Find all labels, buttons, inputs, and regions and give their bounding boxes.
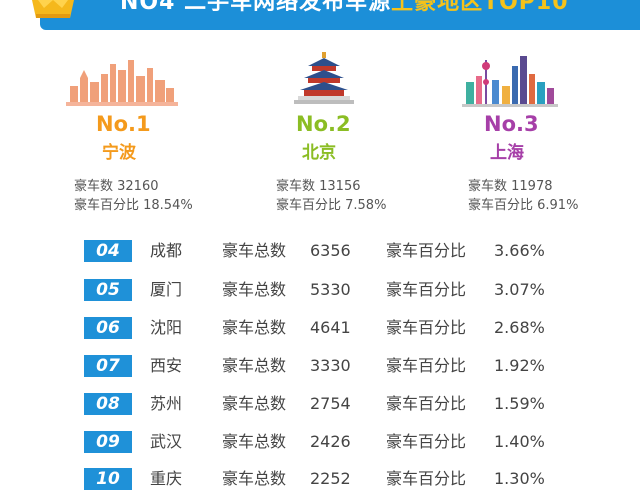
ranking-row: 04 成都 豪车总数 6356 豪车百分比 3.66% — [84, 238, 604, 264]
row-percent-label: 豪车百分比 — [386, 356, 467, 375]
shanghai-skyline-icon — [462, 56, 558, 107]
row-percent-value: 1.40% — [494, 432, 545, 451]
rank-badge: 04 — [84, 240, 132, 262]
rank-3-city: 上海 — [490, 143, 524, 163]
row-total-label: 豪车总数 — [222, 280, 287, 299]
rank-badge: 05 — [84, 279, 132, 301]
row-total-value: 5330 — [310, 280, 351, 299]
row-total-value: 6356 — [310, 241, 351, 260]
ranking-row: 09 武汉 豪车总数 2426 豪车百分比 1.40% — [84, 429, 604, 455]
row-percent-value: 2.68% — [494, 318, 545, 337]
ranking-row: 05 厦门 豪车总数 5330 豪车百分比 3.07% — [84, 277, 604, 303]
row-total-label: 豪车总数 — [222, 318, 287, 337]
crown-icon — [32, 0, 74, 18]
ranking-row: 07 西安 豪车总数 3330 豪车百分比 1.92% — [84, 353, 604, 379]
row-percent-value: 1.59% — [494, 394, 545, 413]
rank-1-count: 豪车数 32160 — [74, 179, 159, 194]
row-percent-label: 豪车百分比 — [386, 241, 467, 260]
row-city: 重庆 — [150, 469, 183, 488]
temple-of-heaven-icon — [294, 52, 354, 104]
row-total-label: 豪车总数 — [222, 469, 287, 488]
rank-1-label: No.1 — [96, 112, 151, 136]
ranking-row: 10 重庆 豪车总数 2252 豪车百分比 1.30% — [84, 466, 604, 492]
row-percent-value: 3.66% — [494, 241, 545, 260]
rank-badge: 07 — [84, 355, 132, 377]
row-percent-value: 1.30% — [494, 469, 545, 488]
row-city: 厦门 — [150, 280, 183, 299]
row-total-label: 豪车总数 — [222, 241, 287, 260]
row-city: 武汉 — [150, 432, 183, 451]
row-percent-label: 豪车百分比 — [386, 432, 467, 451]
row-city: 西安 — [150, 356, 183, 375]
title-banner — [40, 0, 640, 30]
rank-badge: 09 — [84, 431, 132, 453]
row-total-value: 2754 — [310, 394, 351, 413]
rank-2-label: No.2 — [296, 112, 351, 136]
row-percent-value: 3.07% — [494, 280, 545, 299]
row-city: 成都 — [150, 241, 183, 260]
banner-title: NO4 二手车网络发布车源土豪地区TOP10 — [120, 0, 569, 20]
row-total-label: 豪车总数 — [222, 394, 287, 413]
row-percent-label: 豪车百分比 — [386, 280, 467, 299]
rank-badge: 06 — [84, 317, 132, 339]
row-total-value: 3330 — [310, 356, 351, 375]
banner-title-main: NO4 二手车网络发布车源 — [120, 0, 392, 15]
ningbo-skyline-icon — [66, 60, 178, 106]
row-percent-label: 豪车百分比 — [386, 469, 467, 488]
row-total-value: 4641 — [310, 318, 351, 337]
rank-1-percent: 豪车百分比 18.54% — [74, 198, 193, 213]
rank-badge: 08 — [84, 393, 132, 415]
ranking-row: 08 苏州 豪车总数 2754 豪车百分比 1.59% — [84, 391, 604, 417]
rank-3-count: 豪车数 11978 — [468, 179, 553, 194]
row-total-value: 2252 — [310, 469, 351, 488]
banner-title-highlight: 土豪地区TOP10 — [391, 0, 569, 15]
row-percent-label: 豪车百分比 — [386, 394, 467, 413]
row-percent-label: 豪车百分比 — [386, 318, 467, 337]
rank-badge: 10 — [84, 468, 132, 490]
rank-1-city: 宁波 — [102, 143, 136, 163]
row-total-value: 2426 — [310, 432, 351, 451]
row-total-label: 豪车总数 — [222, 432, 287, 451]
rank-3-label: No.3 — [484, 112, 539, 136]
rank-3-percent: 豪车百分比 6.91% — [468, 198, 579, 213]
rank-2-percent: 豪车百分比 7.58% — [276, 198, 387, 213]
row-city: 苏州 — [150, 394, 183, 413]
row-percent-value: 1.92% — [494, 356, 545, 375]
row-total-label: 豪车总数 — [222, 356, 287, 375]
rank-2-count: 豪车数 13156 — [276, 179, 361, 194]
rank-2-city: 北京 — [302, 143, 336, 163]
row-city: 沈阳 — [150, 318, 183, 337]
ranking-row: 06 沈阳 豪车总数 4641 豪车百分比 2.68% — [84, 315, 604, 341]
